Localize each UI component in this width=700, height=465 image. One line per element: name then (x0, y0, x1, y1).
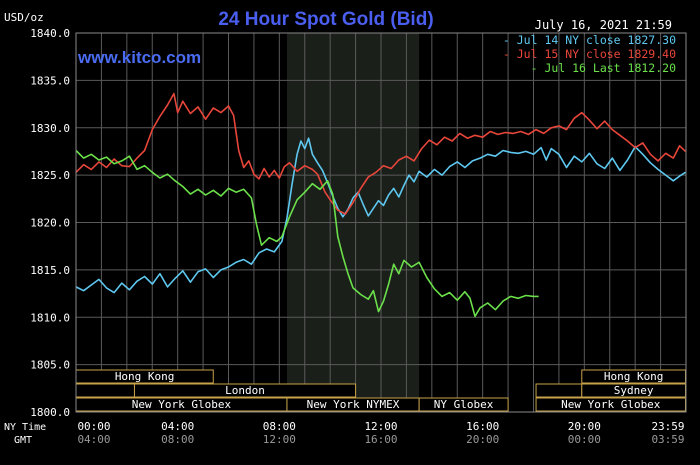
x-tick-label-gmt: 16:00 (364, 433, 397, 446)
session-bar (133, 383, 357, 398)
legend-entry-3: - Jul 16 Last 1812.20 (531, 61, 676, 75)
legend-entry-2: - Jul 15 NY close 1829.40 (503, 47, 676, 61)
x-tick-label-ny: 12:00 (364, 420, 397, 433)
x-tick-label-ny: 00:00 (77, 420, 110, 433)
chart-title: 24 Hour Spot Gold (Bid) (218, 9, 433, 30)
x-tick-label-gmt: 12:00 (263, 433, 296, 446)
x-tick-label-gmt: 20:00 (466, 433, 499, 446)
y-tick-label: 1805.0 (30, 359, 70, 372)
x-tick-label-ny: 23:59 (651, 420, 684, 433)
x-tick-label-gmt: 08:00 (161, 433, 194, 446)
x-tick-label-gmt: 03:59 (651, 433, 684, 446)
axis-label-ny: NY Time (4, 422, 46, 433)
session-label: New York Globex (561, 398, 661, 411)
session-bar (581, 369, 686, 384)
x-tick-label-ny: 04:00 (161, 420, 194, 433)
x-tick-label-gmt: 04:00 (77, 433, 110, 446)
session-bar (535, 383, 583, 398)
units-label: USD/oz (4, 11, 44, 24)
y-tick-label: 1840.0 (30, 27, 70, 40)
y-tick-label: 1810.0 (30, 311, 70, 324)
y-tick-label: 1800.0 (30, 406, 70, 419)
x-tick-label-ny: 20:00 (568, 420, 601, 433)
y-tick-label: 1815.0 (30, 264, 70, 277)
x-tick-label-ny: 08:00 (263, 420, 296, 433)
session-label: Sydney (614, 384, 654, 397)
y-tick-label: 1830.0 (30, 122, 70, 135)
session-bar (418, 397, 509, 412)
session-label: Hong Kong (604, 370, 664, 383)
series-line-3 (75, 149, 539, 318)
session-bar (535, 397, 686, 412)
session-bar (581, 383, 686, 398)
session-label: NY Globex (434, 398, 494, 411)
session-label: London (225, 384, 265, 397)
x-tick-label-gmt: 00:00 (568, 433, 601, 446)
legend-entry-1: - Jul 14 NY close 1827.30 (503, 33, 676, 47)
y-tick-label: 1835.0 (30, 74, 70, 87)
date-label: July 16, 2021 21:59 (535, 18, 672, 32)
session-label: New York Globex (132, 398, 232, 411)
axis-label-gmt: GMT (14, 435, 32, 446)
watermark-link[interactable]: www.kitco.com (77, 48, 201, 67)
series-line-2 (75, 92, 687, 215)
series-line-1 (75, 137, 686, 294)
y-tick-label: 1820.0 (30, 217, 70, 230)
session-bar (75, 383, 135, 398)
x-tick-label-ny: 16:00 (466, 420, 499, 433)
session-label: Hong Kong (115, 370, 175, 383)
y-tick-label: 1825.0 (30, 169, 70, 182)
legend: - Jul 14 NY close 1827.30- Jul 15 NY clo… (503, 33, 676, 75)
session-label: New York NYMEX (307, 398, 400, 411)
plot-border (75, 32, 687, 413)
